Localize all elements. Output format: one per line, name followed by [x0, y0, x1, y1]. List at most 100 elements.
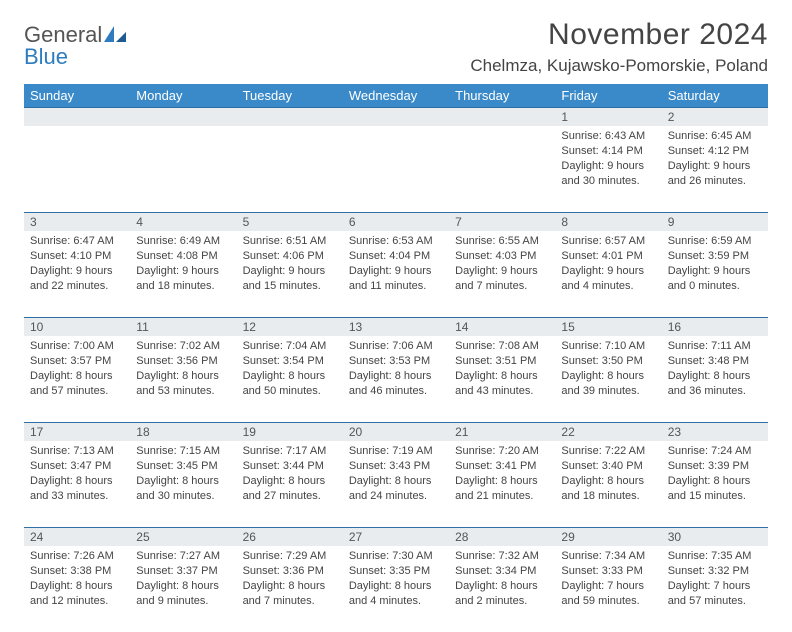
day-d1: Daylight: 8 hours [349, 579, 443, 594]
day-cell-body: Sunrise: 7:02 AMSunset: 3:56 PMDaylight:… [130, 336, 236, 402]
day-cell: Sunrise: 6:43 AMSunset: 4:14 PMDaylight:… [555, 126, 661, 212]
day-sr: Sunrise: 7:30 AM [349, 549, 443, 564]
month-title: November 2024 [470, 18, 768, 52]
calendar-table: SundayMondayTuesdayWednesdayThursdayFrid… [24, 84, 768, 632]
day-ss: Sunset: 3:38 PM [30, 564, 124, 579]
day-cell: Sunrise: 6:49 AMSunset: 4:08 PMDaylight:… [130, 231, 236, 317]
day-d2: and 2 minutes. [455, 594, 549, 609]
week-daynum-row: 10111213141516 [24, 317, 768, 336]
day-sr: Sunrise: 7:26 AM [30, 549, 124, 564]
day-number: 22 [555, 422, 661, 441]
day-cell: Sunrise: 7:29 AMSunset: 3:36 PMDaylight:… [237, 546, 343, 632]
day-ss: Sunset: 4:03 PM [455, 249, 549, 264]
day-ss: Sunset: 3:35 PM [349, 564, 443, 579]
day-cell-body: Sunrise: 7:26 AMSunset: 3:38 PMDaylight:… [24, 546, 130, 612]
day-ss: Sunset: 3:59 PM [668, 249, 762, 264]
week-daynum-row: 24252627282930 [24, 527, 768, 546]
day-cell-body: Sunrise: 7:35 AMSunset: 3:32 PMDaylight:… [662, 546, 768, 612]
day-cell-body: Sunrise: 7:17 AMSunset: 3:44 PMDaylight:… [237, 441, 343, 507]
day-d2: and 36 minutes. [668, 384, 762, 399]
day-d1: Daylight: 8 hours [30, 369, 124, 384]
day-number: 1 [555, 107, 661, 126]
day-d2: and 24 minutes. [349, 489, 443, 504]
day-sr: Sunrise: 6:49 AM [136, 234, 230, 249]
day-number-cell [343, 107, 449, 126]
day-number-cell: 22 [555, 422, 661, 441]
day-cell: Sunrise: 7:34 AMSunset: 3:33 PMDaylight:… [555, 546, 661, 632]
day-cell-body: Sunrise: 7:30 AMSunset: 3:35 PMDaylight:… [343, 546, 449, 612]
day-number-cell: 27 [343, 527, 449, 546]
day-sr: Sunrise: 7:15 AM [136, 444, 230, 459]
day-number: 27 [343, 527, 449, 546]
day-ss: Sunset: 3:57 PM [30, 354, 124, 369]
day-ss: Sunset: 3:56 PM [136, 354, 230, 369]
day-ss: Sunset: 3:39 PM [668, 459, 762, 474]
day-number: 11 [130, 317, 236, 336]
day-d2: and 59 minutes. [561, 594, 655, 609]
day-d2: and 9 minutes. [136, 594, 230, 609]
week-body-row: Sunrise: 7:00 AMSunset: 3:57 PMDaylight:… [24, 336, 768, 422]
day-number: 17 [24, 422, 130, 441]
day-d2: and 57 minutes. [30, 384, 124, 399]
day-cell-body: Sunrise: 7:00 AMSunset: 3:57 PMDaylight:… [24, 336, 130, 402]
day-d1: Daylight: 9 hours [561, 264, 655, 279]
day-d1: Daylight: 9 hours [349, 264, 443, 279]
day-d1: Daylight: 9 hours [136, 264, 230, 279]
week-body-row: Sunrise: 6:43 AMSunset: 4:14 PMDaylight:… [24, 126, 768, 212]
day-cell-body: Sunrise: 7:27 AMSunset: 3:37 PMDaylight:… [130, 546, 236, 612]
day-cell: Sunrise: 7:32 AMSunset: 3:34 PMDaylight:… [449, 546, 555, 632]
week-body-row: Sunrise: 6:47 AMSunset: 4:10 PMDaylight:… [24, 231, 768, 317]
day-sr: Sunrise: 6:43 AM [561, 129, 655, 144]
day-cell-body: Sunrise: 7:10 AMSunset: 3:50 PMDaylight:… [555, 336, 661, 402]
day-cell: Sunrise: 7:17 AMSunset: 3:44 PMDaylight:… [237, 441, 343, 527]
day-number: 9 [662, 212, 768, 231]
day-sr: Sunrise: 6:57 AM [561, 234, 655, 249]
day-sr: Sunrise: 7:17 AM [243, 444, 337, 459]
day-ss: Sunset: 3:48 PM [668, 354, 762, 369]
day-cell-body: Sunrise: 7:29 AMSunset: 3:36 PMDaylight:… [237, 546, 343, 612]
day-number: 20 [343, 422, 449, 441]
day-cell-body: Sunrise: 6:45 AMSunset: 4:12 PMDaylight:… [662, 126, 768, 192]
day-d1: Daylight: 8 hours [30, 579, 124, 594]
day-d2: and 18 minutes. [136, 279, 230, 294]
day-number-cell: 14 [449, 317, 555, 336]
day-cell-body: Sunrise: 7:08 AMSunset: 3:51 PMDaylight:… [449, 336, 555, 402]
day-ss: Sunset: 3:50 PM [561, 354, 655, 369]
day-number: 13 [343, 317, 449, 336]
day-d2: and 4 minutes. [349, 594, 443, 609]
day-number: 4 [130, 212, 236, 231]
day-number-cell: 30 [662, 527, 768, 546]
day-number-cell [449, 107, 555, 126]
day-ss: Sunset: 4:10 PM [30, 249, 124, 264]
week-body-row: Sunrise: 7:26 AMSunset: 3:38 PMDaylight:… [24, 546, 768, 632]
week-body-row: Sunrise: 7:13 AMSunset: 3:47 PMDaylight:… [24, 441, 768, 527]
day-cell-body: Sunrise: 7:04 AMSunset: 3:54 PMDaylight:… [237, 336, 343, 402]
title-block: November 2024 Chelmza, Kujawsko-Pomorski… [470, 18, 768, 76]
day-cell: Sunrise: 7:26 AMSunset: 3:38 PMDaylight:… [24, 546, 130, 632]
day-number-cell: 9 [662, 212, 768, 231]
day-cell: Sunrise: 6:55 AMSunset: 4:03 PMDaylight:… [449, 231, 555, 317]
day-header: Tuesday [237, 84, 343, 107]
day-d1: Daylight: 8 hours [668, 474, 762, 489]
day-d1: Daylight: 9 hours [243, 264, 337, 279]
day-cell [130, 126, 236, 212]
day-cell-body: Sunrise: 7:34 AMSunset: 3:33 PMDaylight:… [555, 546, 661, 612]
day-ss: Sunset: 3:34 PM [455, 564, 549, 579]
day-d2: and 30 minutes. [136, 489, 230, 504]
day-number: 25 [130, 527, 236, 546]
day-d1: Daylight: 8 hours [243, 579, 337, 594]
day-number-cell: 11 [130, 317, 236, 336]
day-number [343, 107, 449, 126]
day-cell-body: Sunrise: 6:57 AMSunset: 4:01 PMDaylight:… [555, 231, 661, 297]
day-d1: Daylight: 9 hours [668, 264, 762, 279]
day-number-cell: 5 [237, 212, 343, 231]
day-d1: Daylight: 8 hours [561, 474, 655, 489]
logo-sail-icon [104, 26, 126, 42]
day-number-cell: 16 [662, 317, 768, 336]
day-ss: Sunset: 3:37 PM [136, 564, 230, 579]
day-cell-body: Sunrise: 6:59 AMSunset: 3:59 PMDaylight:… [662, 231, 768, 297]
day-d2: and 53 minutes. [136, 384, 230, 399]
day-cell: Sunrise: 7:20 AMSunset: 3:41 PMDaylight:… [449, 441, 555, 527]
calendar-page: General Blue November 2024 Chelmza, Kuja… [0, 0, 792, 632]
day-sr: Sunrise: 7:19 AM [349, 444, 443, 459]
